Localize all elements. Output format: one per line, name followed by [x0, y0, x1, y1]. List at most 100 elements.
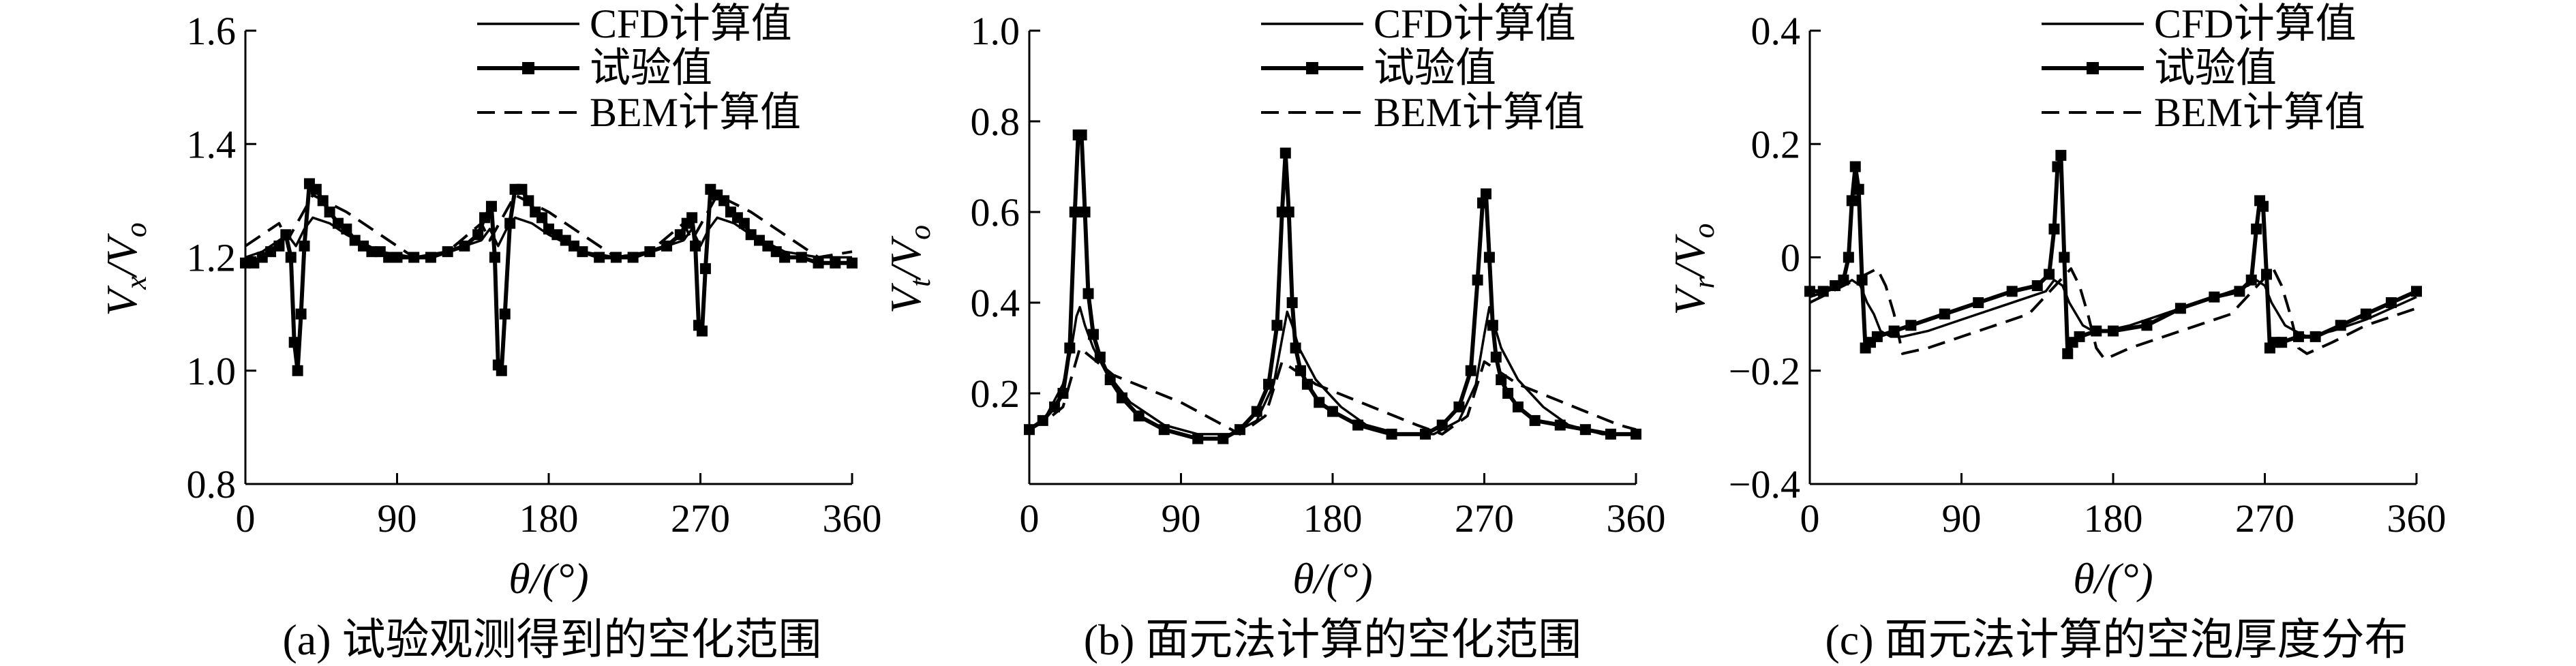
data-point [1301, 378, 1313, 390]
data-point [324, 207, 335, 217]
data-point [366, 246, 378, 258]
data-point [770, 246, 782, 258]
data-point [847, 257, 858, 269]
data-point [459, 240, 470, 252]
data-point [273, 240, 285, 252]
data-point [1843, 252, 1854, 263]
data-point [1939, 308, 1950, 320]
data-point [1871, 331, 1883, 342]
data-point [551, 229, 563, 241]
data-point [496, 365, 507, 376]
data-point [1487, 320, 1498, 331]
data-point [349, 234, 361, 246]
data-point [1605, 428, 1616, 440]
data-point [442, 246, 453, 258]
y-tick-label: 0.6 [971, 190, 1020, 234]
data-point [1436, 419, 1448, 431]
y-tick-label: 1.4 [187, 122, 237, 166]
x-tick-label: 180 [2084, 496, 2143, 541]
data-point [674, 229, 686, 241]
data-point [2052, 161, 2063, 172]
y-axis-label-part: /V [97, 232, 146, 278]
data-point [779, 252, 791, 263]
data-point [1579, 424, 1591, 436]
data-point [1279, 147, 1291, 159]
data-point [2031, 280, 2043, 292]
data-point [1079, 207, 1091, 217]
legend-label-0: CFD计算值 [590, 1, 792, 46]
y-tick-label: 1.0 [187, 349, 237, 393]
y-tick-label: 1.6 [187, 9, 237, 53]
data-point [1290, 342, 1301, 354]
x-tick-label: 180 [1303, 496, 1363, 541]
data-point [2175, 303, 2186, 314]
data-point [1076, 129, 1087, 140]
data-point [1087, 329, 1099, 340]
y-axis-label: Vx/Vo [97, 222, 153, 316]
data-point [504, 217, 516, 229]
legend-marker [1306, 62, 1318, 74]
data-point [2091, 325, 2102, 337]
data-point [830, 257, 841, 269]
y-axis-label: Vt/Vo [881, 225, 937, 314]
data-point [696, 325, 708, 337]
data-point [2062, 348, 2074, 359]
data-point [2234, 286, 2245, 297]
data-point [2048, 223, 2060, 234]
panel-b: 0 90 180 270 360 0.2 0.4 0.6 0.8 1.0 Vt/Vo θ/(°) (b)… [881, 1, 1666, 664]
data-point [1133, 410, 1145, 422]
y-tick-label: 0.4 [971, 281, 1020, 325]
data-point [1192, 433, 1204, 444]
y-axis-label-part: x [119, 276, 153, 290]
data-point [1465, 365, 1476, 376]
y-axis-label: Vr/Vo [1665, 223, 1721, 315]
data-point [594, 252, 605, 263]
legend-label-1: 试验值 [1374, 46, 1496, 91]
y-tick-label: 1.2 [187, 236, 237, 280]
data-point [795, 252, 807, 263]
data-point [1554, 419, 1566, 431]
data-point [1271, 320, 1283, 331]
data-point [265, 246, 277, 258]
series-line-2 [1809, 267, 2417, 361]
data-point [2360, 308, 2372, 320]
data-point [1529, 414, 1541, 426]
x-tick-label: 270 [1455, 496, 1514, 541]
data-point [2251, 223, 2262, 234]
data-point [2335, 320, 2346, 331]
panel-a: 0 90 180 270 360 0.8 1.0 1.2 1.4 1.6 Vx/Vo θ/(°) (a)… [97, 1, 882, 664]
y-tick-label: 0 [1781, 236, 1800, 280]
data-point [1283, 207, 1294, 217]
data-point [536, 212, 548, 224]
y-axis-label-part: /V [881, 235, 930, 281]
data-point [2074, 331, 2085, 342]
data-point [1057, 388, 1069, 399]
data-point [1327, 406, 1338, 417]
data-point [1496, 374, 1507, 386]
data-point [1973, 297, 1984, 308]
x-tick-label: 0 [1020, 496, 1040, 541]
data-point [1094, 351, 1106, 363]
data-point [288, 337, 300, 348]
legend-marker [2087, 62, 2099, 74]
data-point [341, 223, 352, 234]
data-point [699, 263, 711, 275]
data-point [661, 240, 673, 252]
data-point [2209, 291, 2220, 303]
data-point [310, 183, 322, 195]
data-point [813, 257, 824, 269]
y-tick-label: −0.2 [1729, 349, 1800, 393]
y-tick-label: 0.4 [1751, 9, 1801, 53]
y-tick-label: 0.8 [187, 462, 237, 506]
y-axis-label-part: t [903, 277, 937, 287]
data-point [569, 240, 580, 252]
data-point [1352, 419, 1364, 431]
data-point [285, 252, 297, 263]
x-tick-label: 90 [1942, 496, 1982, 541]
data-point [543, 223, 554, 234]
data-point [516, 183, 528, 195]
data-point [295, 308, 307, 320]
data-point [1477, 197, 1489, 209]
data-point [2055, 149, 2067, 161]
